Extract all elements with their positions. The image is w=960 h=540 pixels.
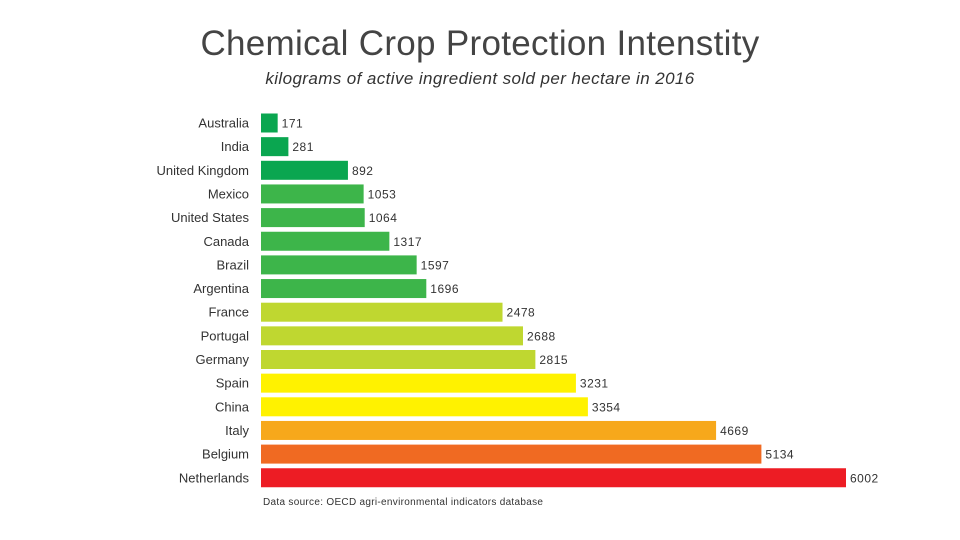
- category-label: Netherlands: [179, 470, 250, 485]
- value-label: 1317: [393, 235, 422, 249]
- category-label: Spain: [216, 376, 249, 391]
- category-label: France: [209, 305, 249, 320]
- chart-subtitle: kilograms of active ingredient sold per …: [265, 69, 695, 88]
- bar: [261, 373, 576, 393]
- bar: [261, 231, 390, 251]
- bar: [261, 113, 278, 133]
- bar: [261, 279, 427, 299]
- category-label: Germany: [196, 352, 250, 367]
- value-label: 4669: [720, 424, 749, 438]
- value-label: 3231: [580, 377, 609, 391]
- bar: [261, 444, 762, 464]
- category-label: Portugal: [201, 328, 250, 343]
- category-labels: Australia India United Kingdom Mexico United…: [157, 116, 250, 486]
- bars: [261, 113, 846, 488]
- value-label: 1597: [421, 258, 450, 272]
- category-label: Mexico: [208, 186, 249, 201]
- value-label: 281: [292, 140, 314, 154]
- value-label: 6002: [850, 471, 879, 485]
- category-label: Italy: [225, 423, 249, 438]
- bar: [261, 255, 417, 275]
- chart-title: Chemical Crop Protection Intenstity: [200, 24, 760, 63]
- value-label: 5134: [765, 448, 794, 462]
- bar: [261, 350, 536, 369]
- bar: [261, 208, 365, 228]
- category-label: Brazil: [216, 257, 249, 272]
- value-label: 892: [352, 164, 374, 178]
- bar: [261, 468, 846, 488]
- data-source-note: Data source: OECD agri-environmental ind…: [263, 497, 544, 508]
- value-label: 2815: [539, 353, 568, 367]
- bar: [261, 397, 588, 417]
- category-label: China: [215, 399, 250, 414]
- value-labels: 171 281 892 1053 1064 1317 1597 1696 2478 2688 281…: [282, 117, 879, 486]
- category-label: United States: [171, 210, 250, 225]
- value-label: 1064: [369, 211, 398, 225]
- bar: [261, 160, 348, 180]
- category-label: Canada: [203, 234, 249, 249]
- value-label: 1696: [430, 282, 459, 296]
- value-label: 3354: [592, 400, 621, 414]
- bar: [261, 184, 364, 204]
- value-label: 2688: [527, 329, 556, 343]
- value-label: 171: [282, 117, 304, 131]
- value-label: 2478: [507, 306, 536, 320]
- category-label: United Kingdom: [157, 163, 250, 178]
- bar: [261, 137, 289, 157]
- bar: [261, 302, 503, 322]
- bar: [261, 420, 717, 440]
- category-label: Belgium: [202, 447, 249, 462]
- category-label: India: [221, 139, 250, 154]
- value-label: 1053: [368, 187, 397, 201]
- category-label: Australia: [198, 116, 249, 131]
- category-label: Argentina: [193, 281, 249, 296]
- bar: [261, 326, 523, 346]
